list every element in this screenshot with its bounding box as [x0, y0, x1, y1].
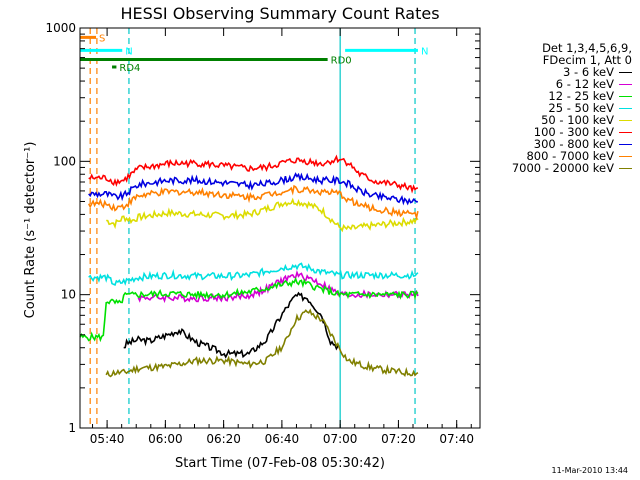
legend-swatch: [619, 167, 632, 169]
flag-label-4: RD0: [331, 56, 352, 67]
legend-label: 12 - 25 keV: [548, 89, 614, 103]
legend-entry: 7000 - 20000 keV: [480, 162, 632, 174]
legend-entry: 300 - 800 keV: [480, 138, 632, 150]
legend-label: 800 - 7000 keV: [526, 149, 614, 163]
legend-swatch: [619, 119, 632, 121]
legend-entry: 6 - 12 keV: [480, 78, 632, 90]
x-tick-label-7: 07:40: [439, 432, 474, 446]
legend-entry: 50 - 100 keV: [480, 114, 632, 126]
chart-title: HESSI Observing Summary Count Rates: [120, 4, 439, 23]
y-tick-label-3: 100: [53, 154, 76, 168]
series-3: [79, 276, 419, 343]
series-4-line-1: [88, 262, 419, 286]
y-tick-label-1: 1: [68, 421, 76, 435]
legend-swatch: [619, 71, 632, 73]
x-tick-label-3: 06:20: [206, 432, 241, 446]
legend-label: 100 - 300 keV: [533, 125, 614, 139]
x-tick-label-1: 05:40: [90, 432, 125, 446]
legend-swatch: [619, 131, 632, 133]
series-lines: [79, 154, 419, 378]
series-9: [105, 308, 419, 378]
series-2-line-1: [137, 269, 419, 304]
legend-label: 7000 - 20000 keV: [511, 161, 614, 175]
flag-bars: S N N RD0 RD4: [80, 33, 428, 74]
legend-label: 3 - 6 keV: [563, 65, 614, 79]
y-tick-label-2: 10: [61, 288, 76, 302]
series-6-line-1: [88, 154, 419, 194]
flag-label-2: N: [125, 46, 132, 57]
x-tick-label-2: 06:00: [148, 432, 183, 446]
series-7-line-1: [88, 172, 418, 206]
legend-label: 6 - 12 keV: [555, 77, 614, 91]
legend-swatch: [619, 143, 632, 145]
legend-label: 50 - 100 keV: [541, 113, 614, 127]
series-5: [106, 197, 419, 233]
series-1-line-1: [123, 291, 340, 359]
legend-header-line-2: FDecim 1, Att 0: [542, 53, 632, 67]
series-6: [88, 154, 419, 194]
y-axis-label: Count Rate (s⁻¹ detector⁻¹): [23, 142, 38, 319]
x-tick-label-6: 07:20: [381, 432, 416, 446]
plot-frame: [79, 27, 481, 429]
legend-entry: 800 - 7000 keV: [480, 150, 632, 162]
axis-ticks: 05:40 06:00 06:20 06:40 07:00 07:20 07:40 1 10 10…: [45, 21, 480, 446]
series-4: [88, 262, 419, 286]
legend-entry: 3 - 6 keV: [480, 66, 632, 78]
flag-label-3: N: [421, 46, 428, 57]
series-1: [123, 291, 340, 359]
legend-swatch: [619, 107, 632, 109]
legend-entry: 25 - 50 keV: [480, 102, 632, 114]
x-tick-label-4: 06:40: [265, 432, 300, 446]
series-5-line-1: [106, 197, 419, 233]
series-2: [137, 269, 419, 304]
x-axis-label: Start Time (07-Feb-08 05:30:42): [175, 456, 385, 471]
legend-swatch: [619, 83, 632, 85]
legend-swatch: [619, 155, 632, 157]
footer-timestamp: 11-Mar-2010 13:44: [551, 466, 629, 475]
series-8: [87, 184, 419, 221]
x-tick-label-5: 07:00: [323, 432, 358, 446]
series-7: [88, 172, 418, 206]
series-3-line-1: [79, 276, 419, 343]
legend-header-line-1: Det 1,3,4,5,6,9,: [542, 41, 632, 55]
series-9-line-1: [105, 308, 419, 378]
legend-label: 300 - 800 keV: [533, 137, 614, 151]
flag-label-1: S: [99, 33, 105, 44]
legend-entry: 100 - 300 keV: [480, 126, 632, 138]
y-tick-label-4: 1000: [45, 21, 76, 35]
legend-entries: 3 - 6 keV 6 - 12 keV 12 - 25 keV 25 - 50 ke…: [480, 66, 632, 174]
legend: Det 1,3,4,5,6,9, FDecim 1, Att 0 3 - 6 k…: [480, 42, 632, 174]
series-8-line-1: [87, 184, 419, 221]
legend-swatch: [619, 95, 632, 97]
flag-label-5: RD4: [119, 63, 140, 74]
legend-label: 25 - 50 keV: [548, 101, 614, 115]
legend-entry: 12 - 25 keV: [480, 90, 632, 102]
